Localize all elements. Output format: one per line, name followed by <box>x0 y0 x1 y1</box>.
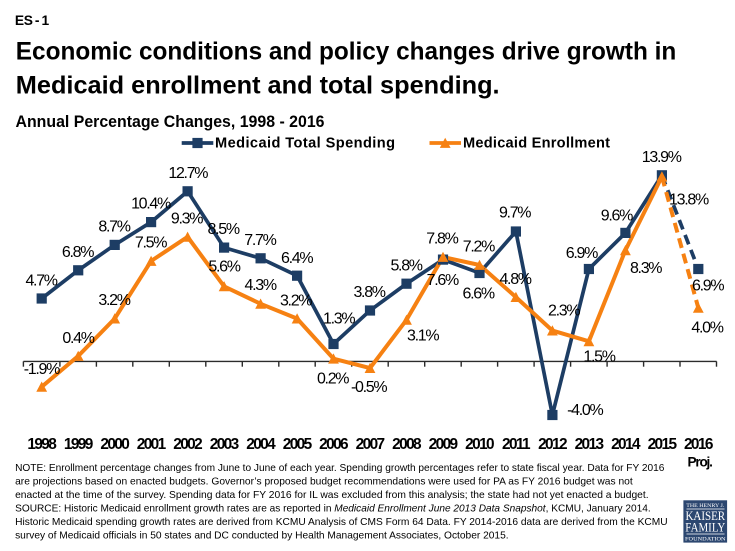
svg-text:2005: 2005 <box>283 436 313 453</box>
svg-text:2009: 2009 <box>429 436 458 453</box>
svg-text:7.6%: 7.6% <box>427 272 459 289</box>
svg-text:6.6%: 6.6% <box>463 286 495 303</box>
svg-text:1.3%: 1.3% <box>323 310 355 327</box>
svg-text:13.8%: 13.8% <box>669 191 709 208</box>
svg-text:9.6%: 9.6% <box>601 208 633 225</box>
svg-text:7.5%: 7.5% <box>135 235 167 252</box>
svg-text:2015: 2015 <box>648 436 678 453</box>
svg-text:2.3%: 2.3% <box>548 302 580 319</box>
svg-text:3.1%: 3.1% <box>407 327 439 344</box>
svg-text:-0.5%: -0.5% <box>351 379 387 396</box>
svg-text:-4.0%: -4.0% <box>567 402 603 419</box>
svg-text:6.9%: 6.9% <box>566 245 598 262</box>
svg-text:7.2%: 7.2% <box>463 238 495 255</box>
svg-text:2012: 2012 <box>538 436 567 453</box>
svg-text:4.7%: 4.7% <box>25 273 57 290</box>
svg-text:8.3%: 8.3% <box>630 260 662 277</box>
svg-text:NOTE: Enrollment percentage ch: NOTE: Enrollment percentage changes from… <box>15 463 665 474</box>
svg-text:FAMILY: FAMILY <box>685 521 725 535</box>
svg-text:3.2%: 3.2% <box>280 292 312 309</box>
svg-text:1998: 1998 <box>27 436 57 453</box>
svg-text:2004: 2004 <box>246 436 276 453</box>
svg-text:12.7%: 12.7% <box>168 165 208 182</box>
svg-text:2003: 2003 <box>210 436 239 453</box>
svg-text:2008: 2008 <box>392 436 422 453</box>
svg-text:1.5%: 1.5% <box>583 349 615 366</box>
svg-text:2014: 2014 <box>611 436 641 453</box>
svg-text:SOURCE: Historic Medicaid enro: SOURCE: Historic Medicaid enrollment gro… <box>15 504 651 515</box>
svg-text:13.9%: 13.9% <box>642 149 682 166</box>
svg-text:2010: 2010 <box>465 436 494 453</box>
svg-text:9.7%: 9.7% <box>499 204 531 221</box>
svg-text:THE HENRY J.: THE HENRY J. <box>686 503 724 509</box>
svg-text:0.2%: 0.2% <box>317 371 349 388</box>
svg-text:2007: 2007 <box>356 436 385 453</box>
svg-text:0.4%: 0.4% <box>62 330 94 347</box>
svg-text:10.4%: 10.4% <box>131 196 171 213</box>
svg-text:4.0%: 4.0% <box>691 320 723 337</box>
svg-text:2006: 2006 <box>319 436 348 453</box>
svg-text:8.5%: 8.5% <box>208 221 240 238</box>
svg-text:2000: 2000 <box>100 436 129 453</box>
svg-text:6.8%: 6.8% <box>62 244 94 261</box>
svg-text:2001: 2001 <box>137 436 167 453</box>
svg-text:6.4%: 6.4% <box>281 250 313 267</box>
svg-text:1999: 1999 <box>64 436 93 453</box>
svg-text:6.9%: 6.9% <box>692 277 724 294</box>
svg-text:-1.9%: -1.9% <box>24 361 60 378</box>
svg-text:2013: 2013 <box>575 436 604 453</box>
svg-text:Medicaid enrollment and total: Medicaid enrollment and total spending. <box>16 72 500 100</box>
svg-text:Medicaid Total Spending: Medicaid Total Spending <box>215 136 395 152</box>
svg-text:FOUNDATION: FOUNDATION <box>685 537 726 543</box>
svg-text:enacted at the time of the sur: enacted at the time of the survey. Spend… <box>15 490 649 501</box>
svg-text:5.6%: 5.6% <box>208 259 240 276</box>
svg-text:9.3%: 9.3% <box>171 211 203 228</box>
svg-text:7.7%: 7.7% <box>244 232 276 249</box>
svg-text:are projections based on enact: are projections based on enacted budgets… <box>15 477 633 488</box>
svg-text:ES - 1: ES - 1 <box>15 13 50 28</box>
svg-text:Historic Medicaid spending gro: Historic Medicaid spending growth rates … <box>15 517 668 528</box>
svg-text:KAISER: KAISER <box>685 509 725 523</box>
svg-text:Economic conditions and policy: Economic conditions and policy changes d… <box>16 38 677 66</box>
svg-text:7.8%: 7.8% <box>426 231 458 248</box>
svg-text:Annual Percentage Changes, 199: Annual Percentage Changes, 1998 - 2016 <box>16 112 325 131</box>
svg-text:Proj.: Proj. <box>687 455 712 470</box>
svg-text:3.2%: 3.2% <box>98 292 130 309</box>
svg-text:2011: 2011 <box>502 436 531 453</box>
svg-text:survey of Medicaid officials i: survey of Medicaid officials in 50 state… <box>15 531 509 542</box>
svg-text:4.8%: 4.8% <box>499 271 531 288</box>
svg-text:Medicaid Enrollment: Medicaid Enrollment <box>463 136 610 152</box>
svg-text:2016: 2016 <box>684 436 713 453</box>
svg-text:8.7%: 8.7% <box>98 219 130 236</box>
svg-text:3.8%: 3.8% <box>353 284 385 301</box>
svg-text:2002: 2002 <box>173 436 202 453</box>
svg-text:4.3%: 4.3% <box>245 277 277 294</box>
svg-text:5.8%: 5.8% <box>390 258 422 275</box>
